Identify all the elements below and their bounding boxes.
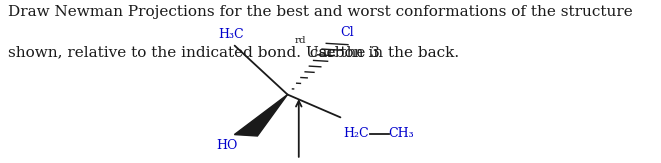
Text: carbon in the back.: carbon in the back.: [305, 46, 459, 60]
Polygon shape: [235, 95, 288, 136]
Text: Draw Newman Projections for the best and worst conformations of the structure: Draw Newman Projections for the best and…: [8, 5, 633, 19]
Text: Cl: Cl: [340, 26, 354, 39]
Text: H₃C: H₃C: [218, 28, 244, 41]
Text: CH₃: CH₃: [389, 127, 414, 140]
Text: HO: HO: [216, 139, 237, 152]
Text: rd: rd: [294, 36, 306, 45]
Text: H₂C: H₂C: [344, 127, 369, 140]
Text: shown, relative to the indicated bond. Use the 3: shown, relative to the indicated bond. U…: [8, 46, 380, 60]
